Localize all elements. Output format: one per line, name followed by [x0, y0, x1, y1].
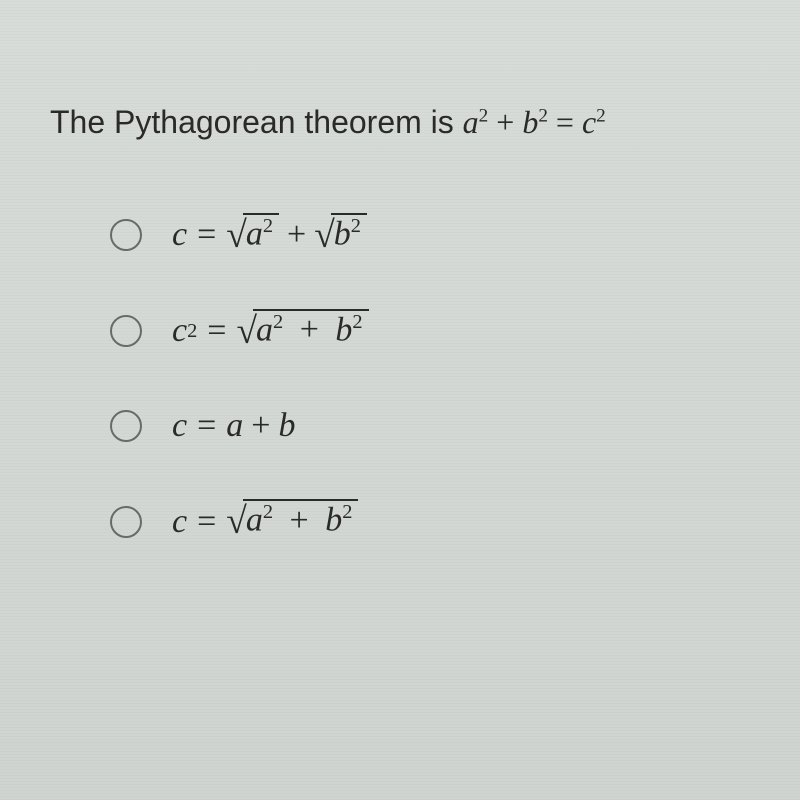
- sqrt-expression: √ b2: [314, 215, 367, 255]
- option-formula: c = √ a2 + √ b2: [172, 215, 367, 255]
- option-row[interactable]: c = a + b: [110, 407, 760, 445]
- sqrt-expression: √ a2 + b2: [226, 501, 358, 541]
- option-row[interactable]: c = √ a2 + b2: [110, 501, 760, 541]
- radio-button[interactable]: [110, 410, 142, 442]
- option-formula: c = √ a2 + b2: [172, 501, 358, 541]
- sqrt-expression: √ a2: [226, 215, 279, 255]
- option-row[interactable]: c2 = √ a2 + b2: [110, 311, 760, 351]
- question-text-prefix: The Pythagorean theorem is: [50, 104, 463, 140]
- radio-button[interactable]: [110, 315, 142, 347]
- question-formula: a2 + b2 = c2: [463, 104, 606, 140]
- question-container: The Pythagorean theorem is a2 + b2 = c2 …: [0, 0, 800, 638]
- options-list: c = √ a2 + √ b2 c2 = √: [50, 215, 760, 542]
- option-row[interactable]: c = √ a2 + √ b2: [110, 215, 760, 255]
- option-formula: c = a + b: [172, 407, 295, 445]
- sqrt-expression: √ a2 + b2: [236, 311, 368, 351]
- option-formula: c2 = √ a2 + b2: [172, 311, 369, 351]
- radio-button[interactable]: [110, 506, 142, 538]
- radio-button[interactable]: [110, 219, 142, 251]
- question-prompt: The Pythagorean theorem is a2 + b2 = c2: [50, 100, 760, 145]
